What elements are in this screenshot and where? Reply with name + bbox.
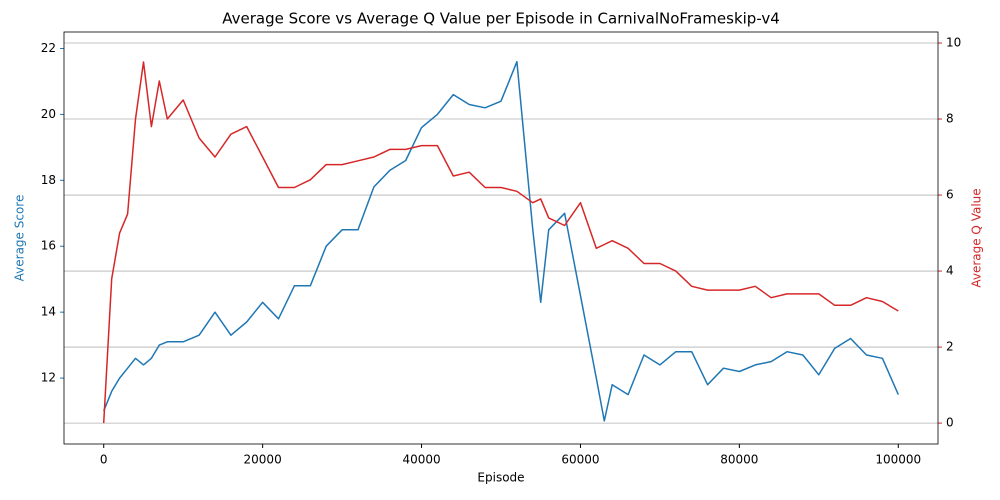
x-tick-label: 80000 xyxy=(720,453,758,467)
y-tick-label: 18 xyxy=(41,173,56,187)
x-tick-label: 20000 xyxy=(244,453,282,467)
series-line xyxy=(102,61,899,424)
y-tick-label: 22 xyxy=(41,41,56,55)
plot-frame xyxy=(63,31,939,445)
x-tick-label: 40000 xyxy=(402,453,440,467)
chart-title: Average Score vs Average Q Value per Epi… xyxy=(222,10,780,28)
y-tick-label: 12 xyxy=(41,371,56,385)
x-tick-label: 100000 xyxy=(875,453,921,467)
x-tick-label: 0 xyxy=(100,453,108,467)
y-tick-label: 20 xyxy=(41,107,56,121)
y-tick-label: 14 xyxy=(41,305,56,319)
x-axis-label: Episode xyxy=(477,471,524,485)
y2-tick-label: 6 xyxy=(946,188,954,202)
y2-tick-label: 0 xyxy=(946,416,954,430)
series-line xyxy=(103,60,899,422)
y2-tick-label: 2 xyxy=(946,340,954,354)
x-tick-label: 60000 xyxy=(561,453,599,467)
y2-axis-label: Average Q Value xyxy=(970,188,984,287)
y2-tick-label: 4 xyxy=(946,264,954,278)
y2-tick-label: 8 xyxy=(946,112,954,126)
y-axis-label: Average Score xyxy=(13,195,27,282)
y2-tick-label: 10 xyxy=(946,36,961,50)
y-tick-label: 16 xyxy=(41,239,56,253)
